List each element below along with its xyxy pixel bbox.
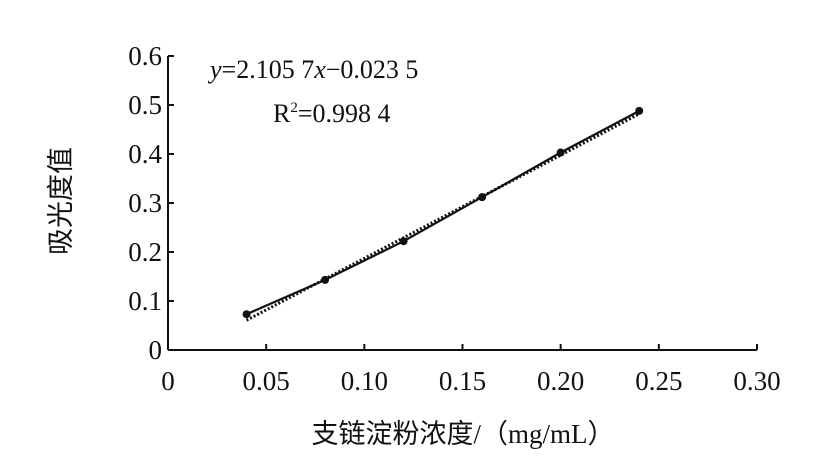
axes [167,56,757,351]
r-squared-letter: R [273,99,291,128]
data-point [242,310,251,319]
data-series-line [246,109,640,316]
data-point [478,193,487,202]
y-tick-label: 0.5 [128,90,162,120]
x-tick-label: 0.05 [243,366,290,396]
x-tick-label: 0.30 [733,366,780,396]
x-ticks: 0 0.05 0.10 0.15 0.20 0.25 0.30 [161,344,781,396]
y-tick-label: 0.3 [128,188,162,218]
x-tick-label: 0.10 [341,366,388,396]
x-axis-title: 支链淀粉浓度/（mg/mL） [312,419,615,449]
data-point [556,148,565,157]
y-tick-label: 0.4 [128,139,162,169]
equation-y-var: y [207,55,222,84]
y-tick-label: 0 [149,335,163,365]
markers-layer [242,106,644,319]
r-squared-superscript: 2 [290,100,298,116]
data-point [399,237,408,246]
data-point [321,275,330,284]
y-tick-label: 0.1 [128,286,162,316]
r-squared-value: =0.998 4 [298,99,391,128]
y-axis-title: 吸光度值 [46,147,76,255]
x-tick-label: 0 [161,366,175,396]
x-tick-label: 0.15 [439,366,486,396]
data-point [635,106,644,115]
r-squared-label: R2=0.998 4 [273,99,391,128]
equation-coefficient: =2.105 7 [222,55,315,84]
series-layer [246,109,640,316]
equation-x-var: x [313,55,326,84]
y-tick-label: 0.6 [128,41,162,71]
regression-equation: y=2.105 7x−0.023 5 [207,55,418,84]
x-tick-label: 0.20 [537,366,584,396]
y-tick-label: 0.2 [128,237,162,267]
x-tick-label: 0.25 [635,366,682,396]
equation-intercept: −0.023 5 [326,55,419,84]
y-ticks: 0 0.1 0.2 0.3 0.4 0.5 0.6 [128,41,174,365]
